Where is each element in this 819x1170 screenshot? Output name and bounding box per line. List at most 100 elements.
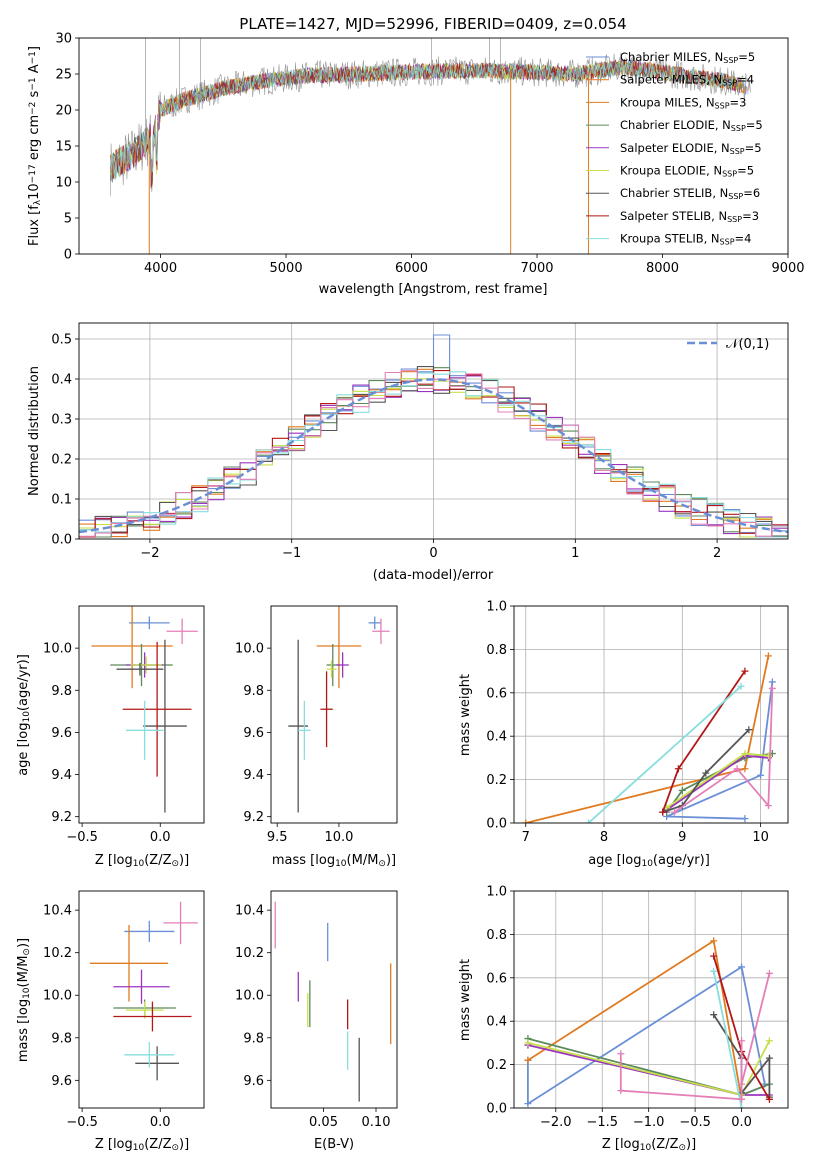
weight-marker bbox=[738, 1080, 746, 1088]
error-bar-point bbox=[163, 901, 198, 945]
error-bar-point bbox=[129, 616, 170, 630]
legend-text: Chabrier MILES, N bbox=[620, 50, 723, 64]
label-sub: 10 bbox=[640, 1143, 652, 1153]
label-part: erg cm bbox=[27, 115, 42, 164]
legend-sub: SSP bbox=[731, 124, 746, 133]
label-part: log bbox=[620, 1137, 640, 1152]
error-bar-point bbox=[113, 1001, 192, 1032]
x-tick-label: 5000 bbox=[270, 261, 303, 276]
label-part: −1 bbox=[28, 51, 38, 64]
weight_vs_Z-panel: −2.0 −1.5 −1.0 −0.5 0.0 0.0 0.2 0.4 0.6 0.8 1.0 Z [… bbox=[458, 885, 789, 1153]
label-part: log bbox=[16, 999, 31, 1019]
error-bar-point bbox=[124, 1042, 175, 1068]
weight-series-line bbox=[673, 688, 774, 813]
weight-marker bbox=[659, 808, 667, 816]
label-part: log bbox=[113, 853, 133, 868]
weight-marker bbox=[741, 765, 749, 773]
label-part: ⊙ bbox=[378, 859, 386, 869]
y-tick-label: 15 bbox=[55, 140, 72, 155]
x-tick-label: 6000 bbox=[395, 261, 428, 276]
spectrum-line bbox=[110, 59, 734, 181]
label-part: log bbox=[113, 1137, 133, 1152]
y-tick-label: 0.2 bbox=[486, 773, 507, 788]
legend-text: =5 bbox=[737, 164, 754, 178]
y-tick-label: 10 bbox=[55, 176, 72, 191]
error-bar-point bbox=[91, 606, 173, 689]
y-tick-label: 20 bbox=[55, 104, 72, 119]
y-tick-label: 9.2 bbox=[243, 810, 264, 825]
legend-text: Chabrier ELODIE, N bbox=[620, 118, 731, 132]
legend-label: Salpeter MILES, NSSP=4 bbox=[620, 73, 754, 88]
weight-marker bbox=[738, 1095, 746, 1103]
weight-marker bbox=[710, 967, 718, 975]
x-axis-label: mass [log10(M/M⊙)] bbox=[272, 853, 396, 869]
x-tick-label: 9 bbox=[678, 830, 686, 845]
histogram-series bbox=[79, 371, 788, 538]
legend-label: Salpeter STELIB, NSSP=3 bbox=[620, 209, 759, 224]
legend-text: Salpeter STELIB, N bbox=[620, 209, 727, 223]
legend-text: Kroupa ELODIE, N bbox=[620, 164, 722, 178]
legend-sub: SSP bbox=[723, 56, 738, 65]
label-part: (Z/Z bbox=[144, 853, 171, 868]
weight-marker bbox=[765, 1095, 773, 1103]
weight-marker bbox=[764, 802, 772, 810]
label-sub: 10 bbox=[22, 711, 32, 723]
x-tick-label: 9.5 bbox=[267, 830, 288, 845]
weight-series-line bbox=[527, 939, 743, 1100]
y-tick-label: 9.4 bbox=[51, 768, 72, 783]
axes-frame bbox=[78, 890, 205, 1109]
weight-marker bbox=[765, 1054, 773, 1062]
legend-text: =6 bbox=[743, 186, 760, 200]
histogram-series bbox=[79, 334, 788, 534]
weight-marker bbox=[524, 1056, 532, 1064]
x-axis-label: wavelength [Angstrom, rest frame] bbox=[319, 282, 548, 297]
legend-label: Chabrier MILES, NSSP=5 bbox=[620, 50, 755, 65]
label-part: (data-model)/error bbox=[373, 568, 494, 583]
label-sub: 10 bbox=[133, 1143, 145, 1153]
histogram-series bbox=[79, 370, 788, 537]
error-bar-point bbox=[116, 662, 164, 676]
label-part: (M/M bbox=[347, 853, 379, 868]
label-part: −2 bbox=[28, 102, 38, 115]
y-tick-label: 0.4 bbox=[51, 373, 72, 388]
weight-marker bbox=[522, 819, 530, 823]
label-part: log bbox=[315, 853, 335, 868]
y-tick-label: 5 bbox=[64, 212, 72, 227]
y-tick-label: 10.0 bbox=[43, 642, 72, 657]
y-tick-label: 0.8 bbox=[486, 928, 507, 943]
legend-sub: SSP bbox=[722, 170, 737, 179]
y-tick-label: 9.4 bbox=[243, 768, 264, 783]
legend-label: Chabrier STELIB, NSSP=6 bbox=[620, 186, 760, 201]
y-tick-label: 9.8 bbox=[243, 1031, 264, 1046]
weight_vs_age-plot-area bbox=[522, 652, 776, 823]
y-tick-label: 10.0 bbox=[235, 989, 264, 1004]
label-part: (age/yr)] bbox=[653, 853, 710, 868]
error-bar-point bbox=[125, 700, 164, 760]
spectrum-plot-area bbox=[110, 38, 751, 254]
legend-label: Kroupa MILES, NSSP=3 bbox=[620, 95, 746, 110]
weight-marker bbox=[710, 952, 718, 960]
y-tick-label: 0.2 bbox=[486, 1058, 507, 1073]
label-part: ⊙ bbox=[171, 859, 179, 869]
label-part: Flux [f bbox=[27, 205, 42, 246]
residuals-panel: −2 −1 0 1 2 0.0 0.1 0.2 0.3 0.4 0.5 𝒩(0,1) (data-mod… bbox=[27, 322, 789, 583]
error-bar-point bbox=[320, 671, 333, 748]
y-tick-label: 0.4 bbox=[486, 1015, 507, 1030]
weight-marker bbox=[745, 726, 753, 734]
age_vs_Z-panel: −0.5 0.09.29.49.69.810.0Z [log10(Z/Z⊙)]ag… bbox=[16, 605, 205, 869]
label-part: mass weight bbox=[458, 959, 473, 1041]
weight-marker bbox=[765, 1037, 773, 1045]
legend-sub: SSP bbox=[728, 192, 743, 201]
label-part: )] bbox=[179, 1137, 189, 1152]
legend-sub: SSP bbox=[715, 101, 730, 110]
label-part: Z [ bbox=[602, 1137, 620, 1152]
legend-sub: SSP bbox=[722, 79, 737, 88]
weight-marker bbox=[524, 1100, 532, 1108]
axes-frame bbox=[513, 605, 789, 824]
y-axis-label: mass weight bbox=[458, 674, 473, 756]
x-tick-label: −1 bbox=[282, 546, 301, 561]
error-bar-point bbox=[336, 652, 349, 678]
label-sub: 10 bbox=[641, 859, 653, 869]
